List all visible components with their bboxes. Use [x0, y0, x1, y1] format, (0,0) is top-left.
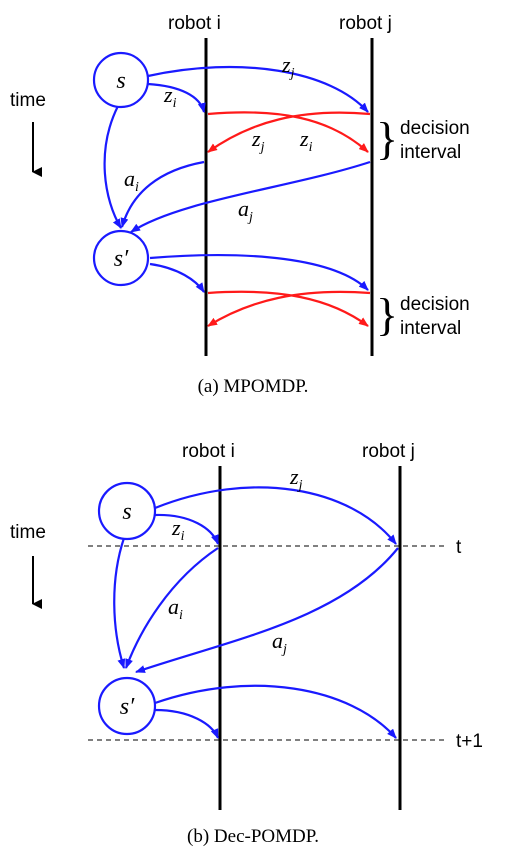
t-label: t	[456, 537, 462, 558]
cross-zj-label: zj	[251, 126, 265, 155]
state-label-b: s	[122, 499, 131, 525]
time-label: time	[10, 90, 46, 111]
brace-2-line1: decision	[400, 294, 470, 315]
message-j-to-i-1	[207, 111, 371, 153]
t1-label: t+1	[456, 731, 483, 752]
caption-a: (a) MPOMDP.	[198, 376, 309, 397]
arrow-s-to-j-b	[154, 486, 397, 545]
robot-j-label: robot j	[339, 13, 392, 34]
arrow-snext-to-j-b	[154, 684, 397, 739]
zi-label-b: zi	[171, 515, 185, 544]
robot-i-label-b: robot i	[182, 441, 235, 462]
cross-zi-label: zi	[299, 126, 313, 155]
next-state-label-b: s′	[120, 694, 135, 720]
next-state-label: s′	[114, 246, 129, 272]
message-i-to-j-2	[207, 290, 369, 327]
arrow-aj-b	[135, 547, 399, 674]
brace-2: }	[376, 289, 398, 340]
arrow-s-to-i	[147, 82, 206, 113]
arrow-snext-to-i-b	[154, 708, 220, 739]
arrow-s-to-i-b	[154, 513, 220, 545]
arrow-s-to-j	[147, 65, 369, 113]
zj-label-b: zj	[289, 464, 303, 493]
zj-label: zj	[281, 52, 295, 81]
ai-label: ai	[124, 166, 139, 195]
message-j-to-i-2	[207, 290, 371, 327]
arrow-ai	[120, 160, 205, 228]
brace-1-line2: interval	[400, 142, 461, 163]
state-node-s	[92, 51, 150, 109]
robot-j-label-b: robot j	[362, 441, 415, 462]
arrow-aj	[130, 160, 371, 233]
arrow-s-to-snext-b	[113, 537, 126, 669]
message-i-to-j-1	[207, 111, 369, 153]
panel-b: robot i robot j t t+1 time s s′ zj zi ai…	[10, 441, 483, 847]
aj-label-b: aj	[272, 628, 287, 657]
brace-2-line2: interval	[400, 318, 461, 339]
caption-b: (b) Dec-POMDP.	[187, 826, 319, 847]
arrow-snext-to-j	[149, 254, 369, 291]
state-node-s-next	[92, 229, 150, 287]
state-label: s	[116, 68, 125, 94]
arrow-snext-to-i	[149, 262, 205, 293]
arrow-ai-b	[124, 547, 219, 669]
state-node-s-next-b	[97, 676, 157, 736]
robot-i-label: robot i	[168, 13, 221, 34]
state-node-s-b	[97, 481, 157, 541]
brace-1-line1: decision	[400, 118, 470, 139]
arrow-s-to-snext	[103, 105, 122, 229]
zi-label: zi	[163, 82, 177, 111]
time-label-b: time	[10, 522, 46, 543]
brace-1: }	[376, 113, 398, 164]
ai-label-b: ai	[168, 594, 183, 623]
aj-label: aj	[238, 196, 253, 225]
panel-a: robot i robot j time s s′ zj zi zj zi ai…	[10, 13, 470, 397]
